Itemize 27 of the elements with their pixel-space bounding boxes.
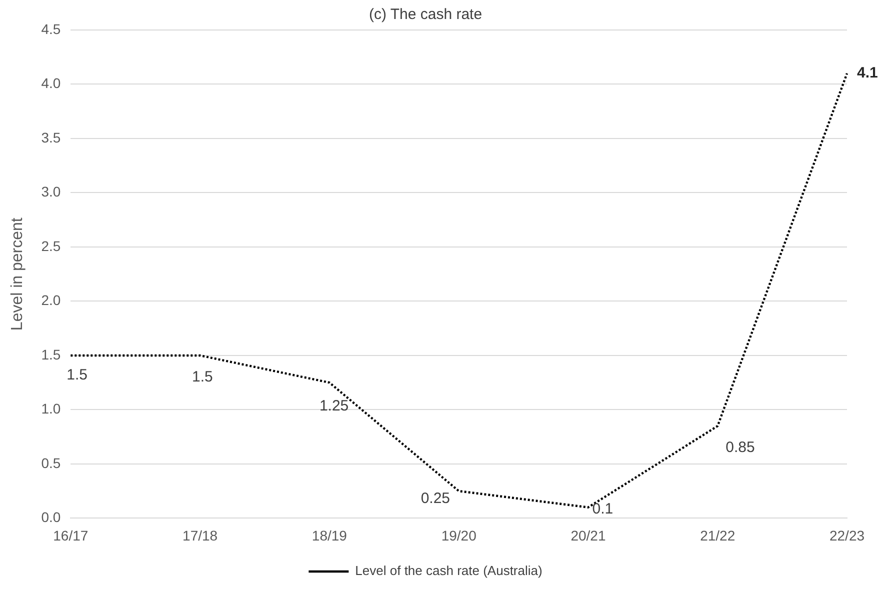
chart-title: (c) The cash rate (368, 6, 482, 24)
y-tick-label: 2.5 (41, 238, 61, 254)
y-tick-label: 2.0 (41, 292, 61, 308)
x-tick-label: 18/19 (312, 527, 348, 544)
data-label: 0.25 (420, 490, 450, 508)
data-label: 1.25 (319, 398, 349, 415)
data-label: 1.5 (192, 368, 213, 386)
y-tick-label: 1.0 (41, 400, 61, 417)
x-tick-label: 22/23 (829, 527, 865, 544)
y-tick-label: 4.5 (41, 20, 61, 37)
y-tick-label: 3.5 (41, 129, 61, 146)
data-label: 1.5 (66, 366, 88, 384)
y-tick-label: 4.0 (41, 75, 61, 92)
x-tick-label: 20/21 (570, 527, 606, 544)
legend-label: Level of the cash rate (Australia) (355, 563, 542, 578)
y-tick-label: 0.0 (41, 509, 61, 526)
x-tick-label: 19/20 (441, 527, 477, 544)
y-tick-label: 3.0 (41, 184, 61, 200)
data-label: 0.1 (592, 500, 614, 518)
x-tick-label: 21/22 (700, 527, 736, 544)
x-tick-label: 16/17 (53, 527, 88, 544)
data-label: 0.85 (726, 439, 755, 456)
x-tick-label: 17/18 (182, 527, 218, 544)
data-label: 4.1 (857, 64, 878, 82)
y-tick-label: 1.5 (41, 346, 61, 362)
y-axis-title: Level in percent (9, 217, 26, 331)
y-tick-label: 0.5 (41, 454, 61, 471)
